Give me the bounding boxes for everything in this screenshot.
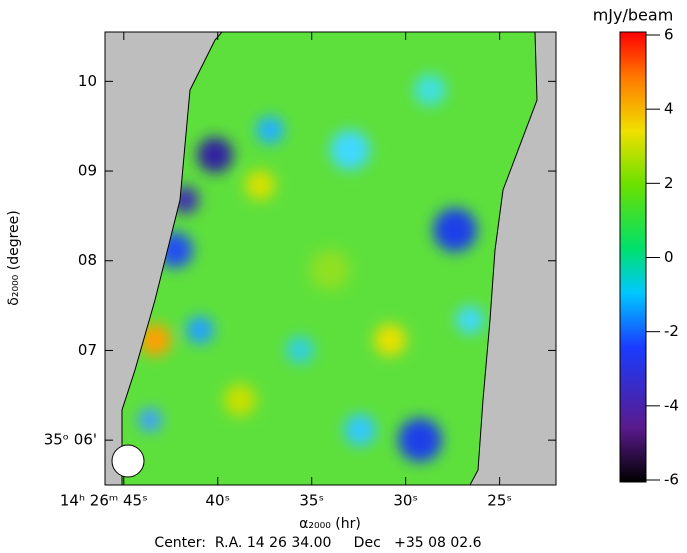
- y-tick-label: 09: [78, 162, 97, 180]
- colorbar-tick-label: 0: [664, 248, 674, 266]
- colorbar-tick-label: 6: [664, 26, 674, 44]
- y-tick-label: 08: [78, 251, 97, 269]
- y-tick-label: 35ᵒ 06': [44, 431, 97, 449]
- colorbar-tick-label: -4: [664, 396, 679, 414]
- x-axis-label: α₂₀₀₀ (hr): [299, 516, 361, 532]
- colorbar-tick-label: 2: [664, 174, 674, 192]
- y-tick-label: 10: [78, 72, 97, 90]
- map-image: [122, 32, 537, 485]
- colorbar: [619, 31, 647, 483]
- x-tick-label: 14ʰ 26ᵐ 45ˢ: [60, 492, 148, 510]
- footer: Center: R.A. 14 26 34.00 Dec +35 08 02.6: [154, 535, 481, 551]
- x-tick-label: 25ˢ: [487, 492, 512, 510]
- colorbar-tick-label: -2: [664, 322, 679, 340]
- x-tick-label: 30ˢ: [393, 492, 418, 510]
- colorbar-tick-label: 4: [664, 100, 674, 118]
- x-tick-label: 35ˢ: [299, 492, 324, 510]
- plot-frame: [104, 31, 557, 486]
- y-axis-label: δ₂₀₀₀ (degree): [6, 210, 22, 305]
- x-tick-label: 40ˢ: [205, 492, 230, 510]
- y-tick-label: 07: [78, 341, 97, 359]
- beam: [111, 444, 145, 478]
- colorbar-tick-label: -6: [664, 471, 679, 489]
- colorbar-label: mJy/beam: [593, 6, 674, 25]
